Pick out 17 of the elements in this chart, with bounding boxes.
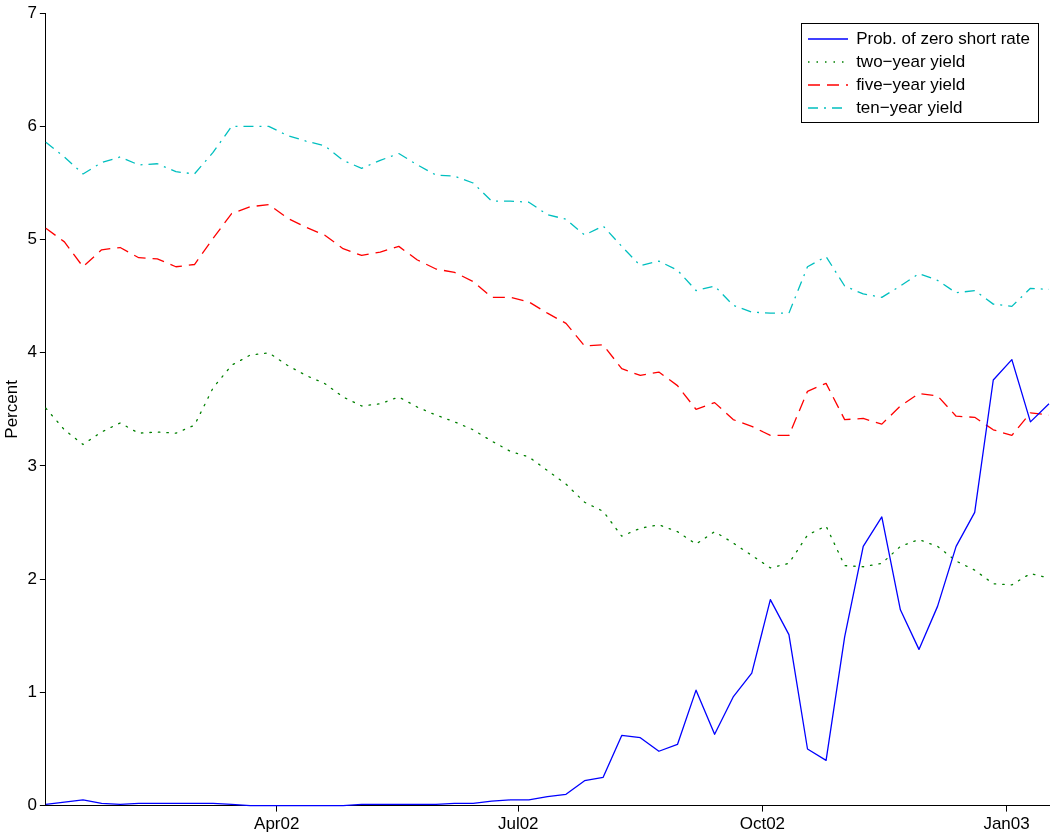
x-tick-label: Jan03 [983, 814, 1030, 834]
y-tick-label: 5 [27, 229, 37, 249]
y-tick-label: 1 [27, 682, 37, 702]
legend-label: five−year yield [856, 74, 966, 97]
y-tick-label: 2 [27, 568, 37, 588]
x-tick-label: Apr02 [254, 814, 300, 834]
legend-label: Prob. of zero short rate [856, 28, 1030, 51]
y-tick-label: 3 [27, 455, 37, 475]
x-tick-label: Oct02 [739, 814, 786, 834]
legend-label: two−year yield [856, 51, 966, 74]
y-axis-title: Percent [1, 379, 21, 439]
y-tick-label: 6 [27, 116, 37, 136]
x-tick-label: Jul02 [497, 814, 539, 834]
y-tick-label: 4 [27, 342, 37, 362]
y-tick-label: 0 [27, 795, 37, 815]
y-tick-label: 7 [27, 2, 37, 22]
legend-label: ten−year yield [856, 97, 963, 120]
